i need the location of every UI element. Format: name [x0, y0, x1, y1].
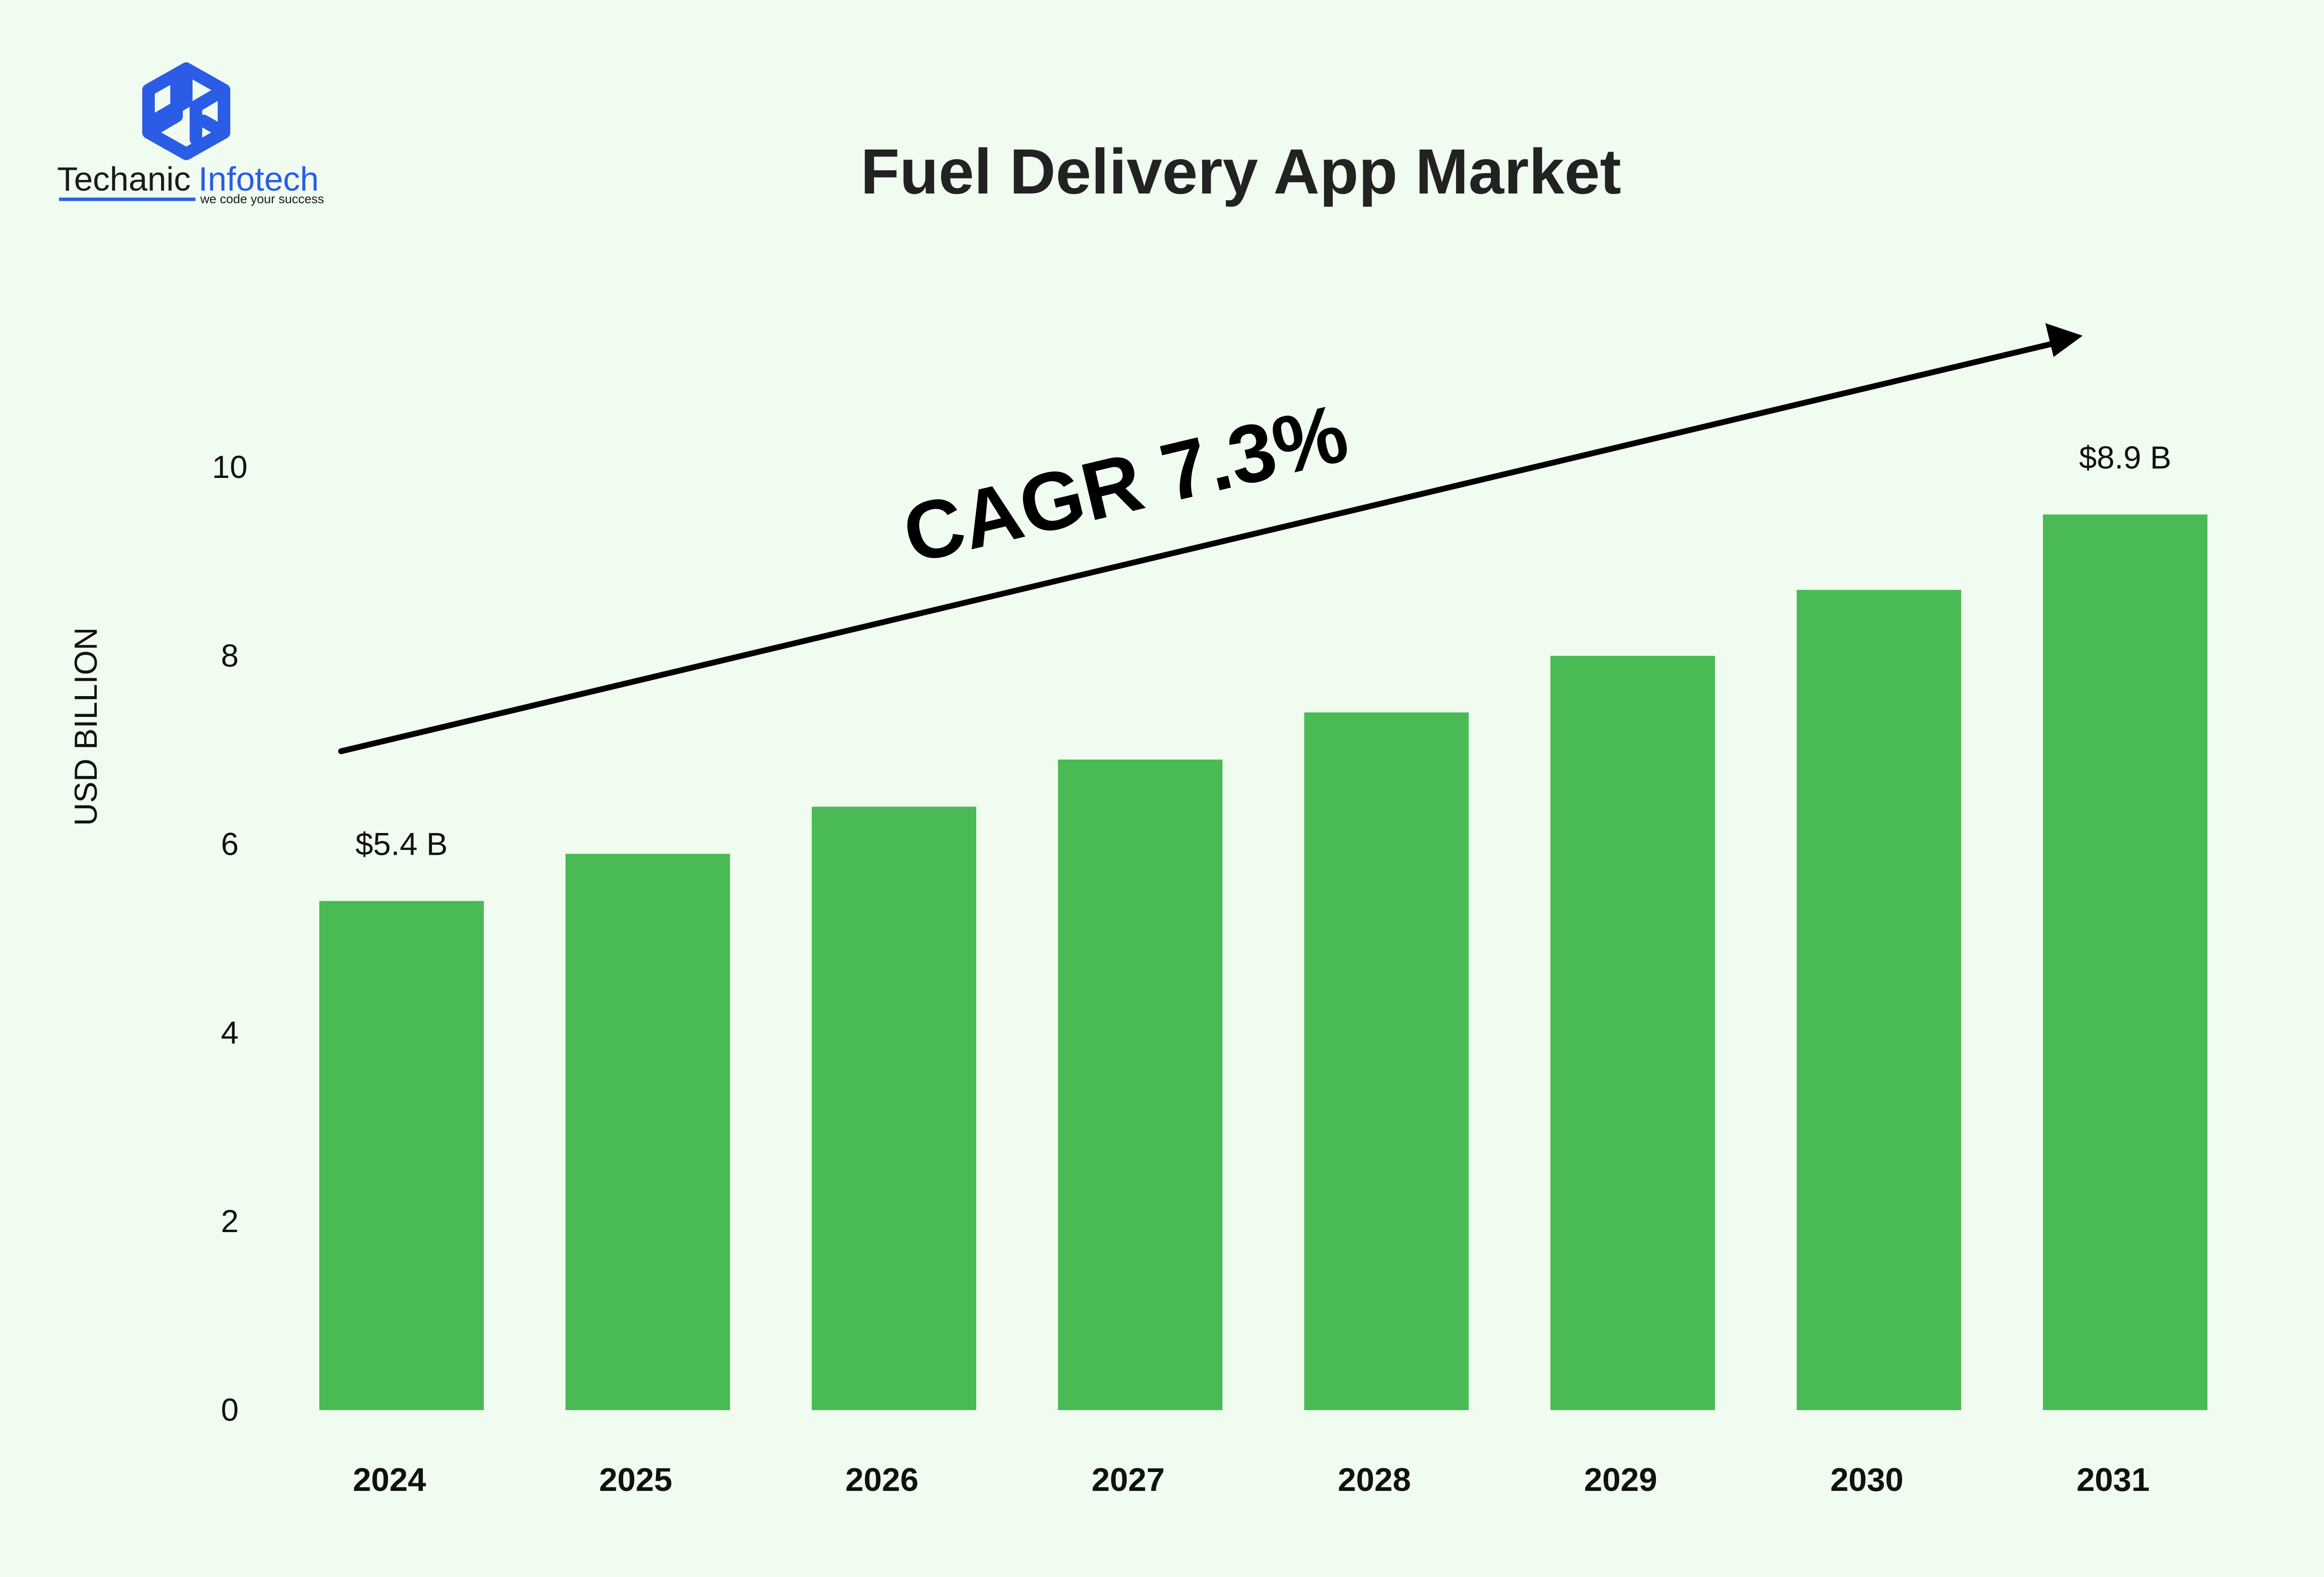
x-tick-label: 2029: [1584, 1461, 1657, 1498]
data-labels: $5.4 B $8.9 B: [356, 439, 2172, 862]
trend-arrow-line: [338, 341, 2056, 754]
bar-2030: [1797, 590, 1961, 1410]
hexagon-cube-logo-icon: [142, 62, 230, 160]
y-tick-label: 0: [221, 1392, 239, 1428]
y-tick-label: 6: [221, 826, 239, 862]
x-tick-label: 2024: [353, 1461, 426, 1498]
trend-arrow-head: [2045, 323, 2083, 357]
y-tick-label: 2: [221, 1203, 239, 1239]
bar-2026: [812, 806, 976, 1410]
bar-2029: [1550, 655, 1715, 1410]
x-tick-label: 2026: [845, 1461, 918, 1498]
y-tick-label: 8: [221, 638, 239, 673]
bar-2027: [1058, 759, 1222, 1410]
x-tick-label: 2031: [2076, 1461, 2149, 1498]
bar-2025: [566, 854, 730, 1410]
brand-logo: Techanic Infotech we code your success: [57, 62, 324, 206]
data-label: $8.9 B: [2079, 439, 2172, 475]
chart-title: Fuel Delivery App Market: [861, 136, 1621, 207]
brand-name-part2: Infotech: [198, 160, 319, 198]
bar-2028: [1304, 712, 1469, 1410]
x-tick-label: 2027: [1091, 1461, 1164, 1498]
data-label: $5.4 B: [356, 826, 448, 862]
y-tick-label: 10: [212, 449, 247, 485]
y-tick-label: 4: [221, 1014, 239, 1050]
brand-tagline: we code your success: [200, 192, 324, 206]
y-axis-ticks: 0 2 4 6 8 10: [212, 449, 247, 1428]
x-tick-label: 2030: [1830, 1461, 1903, 1498]
x-tick-label: 2028: [1338, 1461, 1411, 1498]
bar-2024: [319, 901, 484, 1410]
trend-arrow-icon: [338, 323, 2083, 754]
x-tick-label: 2025: [599, 1461, 672, 1498]
x-axis-ticks: 2024 2025 2026 2027 2028 2029 2030 2031: [353, 1461, 2149, 1498]
bar-2031: [2043, 514, 2207, 1410]
y-axis-label: USD BILLION: [68, 627, 104, 826]
brand-name-part1: Techanic: [57, 160, 191, 198]
bar-series: [319, 514, 2207, 1410]
